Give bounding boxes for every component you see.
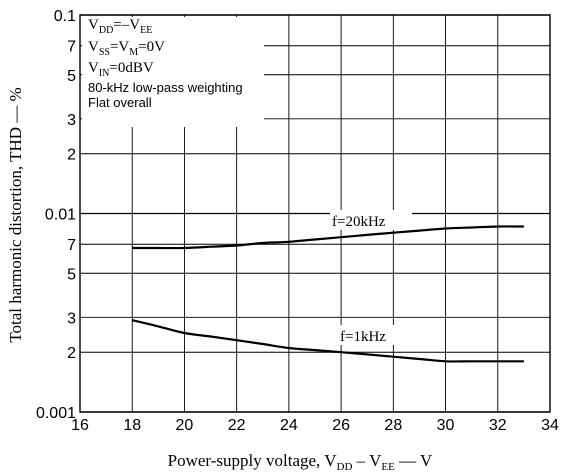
x-tick-label: 24 [280, 417, 298, 434]
x-tick-label: 30 [437, 417, 455, 434]
plot-frame [79, 14, 551, 413]
series-label-1khz-background [338, 325, 408, 345]
x-tick-label: 26 [332, 417, 350, 434]
y-tick-label: 0.001 [36, 405, 76, 422]
y-tick-label: 3 [67, 112, 76, 129]
y-tick-label: 7 [67, 39, 76, 56]
x-tick-label: 22 [228, 417, 246, 434]
y-tick-label: 5 [67, 266, 76, 283]
y-tick-label: 2 [67, 147, 76, 164]
note-lowpass-weighting: 80-kHz low-pass weighting [88, 80, 243, 95]
condition-vdd-vee: VDD=–VEE [88, 17, 152, 36]
y-tick-label: 5 [67, 68, 76, 85]
series-line-20khz [132, 225, 524, 250]
y-axis-label: Total harmonic distortion, THD — % [6, 87, 25, 342]
x-axis-label: Power-supply voltage, VDD – VEE — V [168, 451, 433, 473]
x-tick-label: 16 [71, 417, 89, 434]
series-label-1khz: f=1kHz [340, 329, 386, 345]
y-tick-label: 0.1 [54, 8, 76, 25]
y-tick-label: 7 [67, 237, 76, 254]
series-line-1khz [131, 319, 524, 363]
conditions-background [82, 17, 264, 127]
y-tick-label: 2 [67, 345, 76, 362]
series-label-20khz-background [330, 210, 412, 230]
condition-vin: VIN=0dBV [88, 60, 154, 79]
x-tick-label: 20 [176, 417, 194, 434]
condition-vss-vm: VSS=VM=0V [88, 39, 165, 58]
y-tick-label: 0.01 [45, 207, 76, 224]
x-tick-label: 18 [123, 417, 141, 434]
series-label-20khz: f=20kHz [332, 214, 386, 230]
note-flat-overall: Flat overall [88, 95, 152, 110]
y-tick-label: 3 [67, 310, 76, 327]
x-tick-label: 34 [541, 417, 559, 434]
x-tick-label: 28 [384, 417, 402, 434]
x-tick-label: 32 [489, 417, 507, 434]
